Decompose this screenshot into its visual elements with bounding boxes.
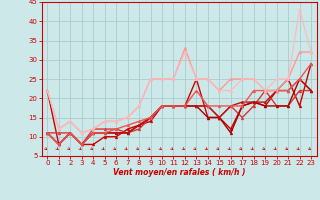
X-axis label: Vent moyen/en rafales ( km/h ): Vent moyen/en rafales ( km/h ) [113, 168, 245, 177]
